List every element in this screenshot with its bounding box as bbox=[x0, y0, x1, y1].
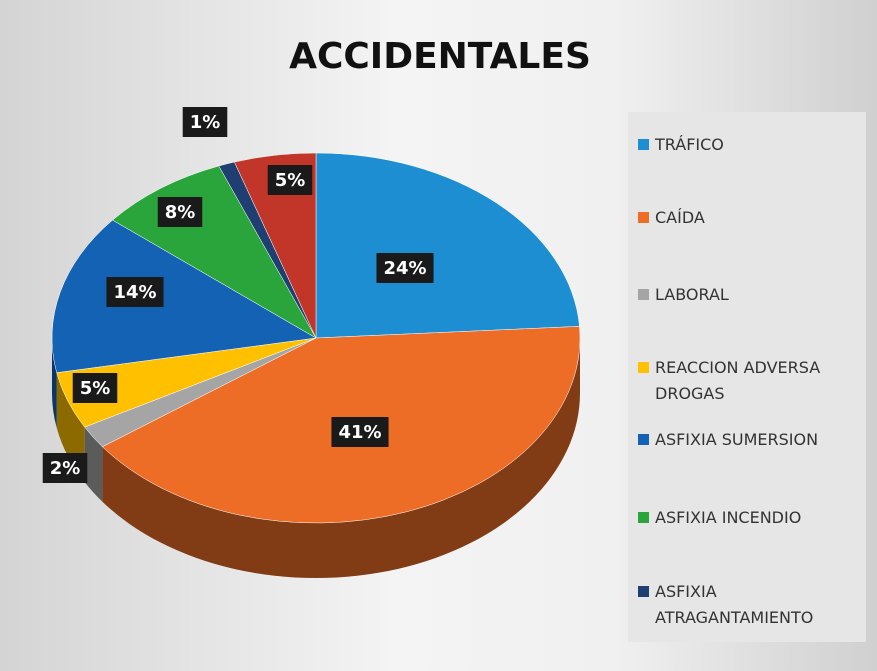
data-label-text: 14% bbox=[113, 282, 156, 303]
legend-entry: REACCION ADVERSA DROGAS bbox=[638, 355, 863, 407]
data-label-box bbox=[72, 373, 118, 403]
legend-entry: TRÁFICO bbox=[638, 132, 863, 158]
data-label-box bbox=[331, 417, 389, 447]
legend-label: ASFIXIA INCENDIO bbox=[655, 508, 802, 527]
data-label-text: 41% bbox=[338, 422, 381, 443]
legend-entry: CAÍDA bbox=[638, 205, 863, 231]
pie-side bbox=[102, 338, 581, 578]
pie-slice bbox=[51, 219, 317, 373]
pie-side bbox=[52, 338, 57, 428]
data-label-text: 5% bbox=[275, 170, 306, 191]
legend-label: TRÁFICO bbox=[655, 135, 724, 154]
data-label-box bbox=[157, 197, 203, 227]
data-label: 5% bbox=[72, 373, 118, 403]
legend-label: CAÍDA bbox=[655, 208, 705, 227]
data-label-box bbox=[267, 165, 313, 195]
legend-entry: ASFIXIA ATRAGANTAMIENTO bbox=[638, 579, 863, 631]
legend-swatch bbox=[638, 434, 649, 445]
legend-swatch bbox=[638, 289, 649, 300]
chart-title: ACCIDENTALES bbox=[289, 36, 591, 77]
pie-slice bbox=[234, 152, 317, 339]
data-label: 2% bbox=[42, 453, 88, 483]
data-label: 24% bbox=[376, 253, 434, 283]
legend-swatch bbox=[638, 512, 649, 523]
pie-tops bbox=[51, 152, 581, 524]
legend-label: LABORAL bbox=[655, 285, 729, 304]
data-label-text: 2% bbox=[50, 458, 81, 479]
legend-entry: LABORAL bbox=[638, 282, 863, 308]
legend-swatch bbox=[638, 586, 649, 597]
data-label: 8% bbox=[157, 197, 203, 227]
legend-swatch bbox=[638, 212, 649, 223]
pie-side bbox=[84, 427, 103, 502]
data-label: 14% bbox=[106, 277, 164, 307]
legend-entry: ASFIXIA INCENDIO bbox=[638, 505, 863, 531]
data-label-text: 1% bbox=[190, 112, 221, 133]
data-label-box bbox=[376, 253, 434, 283]
data-label-box bbox=[182, 107, 228, 137]
legend-label: REACCION ADVERSA DROGAS bbox=[655, 358, 821, 403]
legend: TRÁFICO CAÍDA LABORAL REACCION ADVERSA DROG… bbox=[628, 112, 866, 642]
data-label-text: 24% bbox=[383, 258, 426, 279]
data-label: 1% bbox=[182, 107, 228, 137]
data-label-text: 8% bbox=[165, 202, 196, 223]
data-label-text: 5% bbox=[80, 378, 111, 399]
legend-swatch bbox=[638, 139, 649, 150]
data-label: 5% bbox=[267, 165, 313, 195]
legend-swatch bbox=[638, 362, 649, 373]
pie-slice bbox=[315, 152, 580, 339]
legend-label: ASFIXIA SUMERSION bbox=[655, 430, 819, 449]
legend-entry: ASFIXIA SUMERSION bbox=[638, 427, 863, 453]
legend-label: ASFIXIA ATRAGANTAMIENTO bbox=[655, 582, 814, 627]
data-label-box bbox=[106, 277, 164, 307]
data-label: 41% bbox=[331, 417, 389, 447]
data-label-box bbox=[42, 453, 88, 483]
